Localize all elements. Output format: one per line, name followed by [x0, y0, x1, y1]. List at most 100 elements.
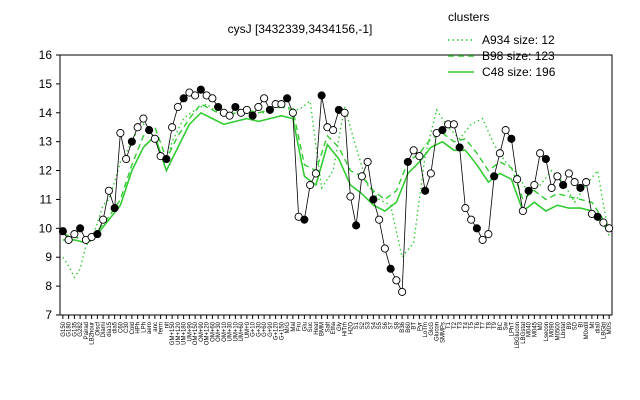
y-tick-label: 15 [39, 77, 53, 91]
y-tick-label: 7 [45, 308, 52, 322]
y-tick-label: 9 [45, 250, 52, 264]
x-tick-label: BI [578, 322, 584, 328]
points-layer [58, 85, 614, 296]
x-tick-label: T6 [475, 321, 481, 329]
legend-title: clusters [448, 10, 489, 24]
x-tick-label: Olscf [95, 322, 101, 336]
data-point [409, 146, 418, 155]
x-tick-label: Pairad [84, 322, 90, 339]
data-point [191, 91, 200, 100]
x-tick-label: S3 [366, 321, 372, 329]
plot-frame [59, 54, 613, 316]
y-tick-label: 11 [40, 192, 53, 206]
data-point [168, 123, 177, 132]
gene-line-segment [114, 132, 121, 209]
x-tick-label: G+120 [274, 321, 280, 340]
x-tick-label: HiTm [343, 322, 349, 336]
x-tick-label: ferm [159, 322, 165, 334]
data-point [559, 180, 568, 190]
x-tick-label: LBGbt [601, 322, 607, 339]
x-tick-label: T9 [492, 321, 498, 329]
x-tick-label: OM+10 [222, 321, 228, 342]
x-tick-label: Fru [297, 322, 303, 331]
data-point [593, 212, 602, 221]
x-tick-label: Lsecon [544, 322, 550, 341]
data-point [64, 235, 73, 244]
x-tick-label: SMMPs [440, 322, 446, 343]
data-point [507, 134, 516, 143]
x-tick-label: BMM [320, 322, 326, 336]
data-point [248, 111, 257, 120]
x-tick-label: M/G [285, 322, 291, 334]
x-tick-label: T1 [446, 321, 452, 329]
y-tick-label: 16 [39, 48, 53, 62]
x-tick-label: T5 [469, 321, 475, 329]
x-tick-label: G+150 [279, 321, 285, 340]
x-tick-label: OM+120 [205, 321, 211, 345]
data-point [536, 149, 545, 158]
data-point [173, 102, 182, 112]
data-point [415, 152, 424, 161]
y-tick-label: 10 [39, 221, 53, 235]
gene-line-segment [349, 196, 357, 226]
data-point [306, 180, 315, 190]
y-tick-label: 8 [45, 279, 52, 293]
x-tick-label: B60 [406, 321, 412, 332]
x-tick-label: OM+150 [193, 321, 199, 345]
data-point [599, 218, 608, 227]
data-point [484, 230, 493, 239]
x-tick-label: Cold [130, 322, 136, 334]
series-line-b98 [62, 103, 610, 241]
x-tick-label: G+10 [251, 321, 257, 337]
data-point [214, 102, 223, 112]
x-tick-label: B36 [400, 321, 406, 332]
y-tick-label: 13 [39, 135, 53, 149]
data-point [501, 126, 510, 135]
x-tick-label: G150 [61, 321, 67, 336]
y-axis: 7 8 9 10 11 12 13 14 15 16 [39, 48, 60, 322]
data-point [196, 85, 205, 94]
data-point [467, 215, 476, 224]
y-tick-label: 12 [39, 164, 53, 178]
x-tick-label: M0S [607, 322, 613, 334]
data-point [329, 126, 338, 135]
x-tick-label: T3 [458, 321, 464, 329]
x-tick-label: M0 [538, 321, 544, 330]
x-tick-label: LPh [141, 322, 147, 333]
data-point [524, 186, 533, 195]
data-point [403, 157, 412, 166]
gene-line-segment [102, 190, 110, 220]
x-tick-label: M0500 [555, 321, 561, 340]
x-tick-label: S2 [360, 321, 366, 329]
x-tick-label: dia15 [107, 321, 113, 336]
x-tick-label: LB2hour [90, 322, 96, 345]
gene-line-segment [545, 158, 553, 188]
x-tick-label: UM+60 [239, 321, 245, 341]
data-point [288, 108, 297, 117]
x-tick-label: M0xdll [584, 322, 590, 339]
y-tick-label: 14 [39, 106, 53, 120]
gene-line-segment [344, 112, 351, 197]
x-tick-label: T8 [486, 321, 492, 329]
data-point [145, 126, 154, 135]
x-tick-label: M090 [550, 321, 556, 337]
x-tick-label: Pyr [417, 322, 423, 331]
x-tick-label: M040 [527, 321, 533, 337]
x-tick-label: S5 [377, 321, 383, 329]
data-point [478, 235, 487, 244]
data-point [110, 204, 119, 213]
gene-line-segment [303, 184, 311, 220]
legend-entry: A934 size: 12 [482, 33, 555, 47]
x-tick-label: H2O [348, 322, 354, 335]
data-point [283, 94, 292, 103]
gene-line-segment [321, 95, 328, 128]
data-point [513, 175, 522, 184]
data-point [179, 94, 188, 103]
x-tick-label: UM+30 [228, 321, 234, 341]
data-point [122, 154, 131, 164]
gene-line-segment [119, 132, 127, 160]
x-tick-label: Lbstat [561, 322, 567, 339]
x-tick-label: LBGlucon [515, 322, 521, 348]
gene-line-segment [585, 182, 593, 214]
